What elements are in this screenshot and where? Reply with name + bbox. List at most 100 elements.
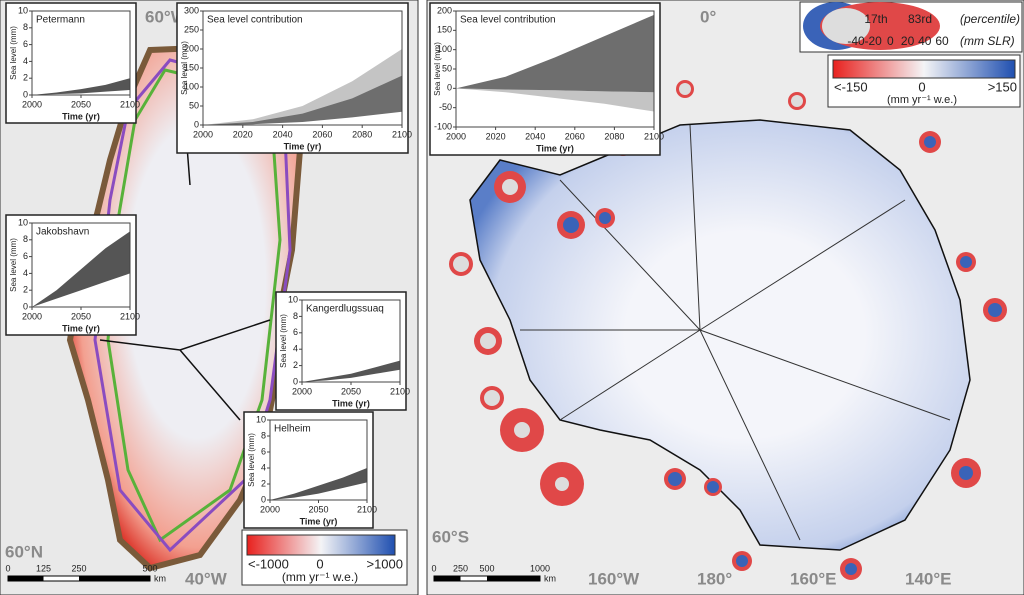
uncertainty-band (302, 360, 400, 382)
x-tick-label: 2000 (260, 504, 280, 514)
legend-units: (mm SLR) (960, 34, 1015, 48)
legend-tick: -40 (847, 34, 865, 48)
scale-unit: km (154, 573, 166, 583)
y-tick-label: 0 (293, 376, 298, 386)
y-axis-label: Sea level (mm) (433, 42, 442, 96)
colorbar (246, 534, 396, 556)
geo-label: 40°W (185, 569, 228, 588)
y-tick-label: 0 (23, 89, 28, 99)
y-tick-label: 2 (23, 285, 28, 295)
scale-segment (487, 576, 540, 581)
inset (5, 2, 137, 124)
antarctica (469, 119, 971, 551)
colorbar-label: 0 (316, 556, 323, 571)
x-axis-label: Time (yr) (536, 143, 574, 153)
y-axis-label: Sea level (mm) (9, 26, 18, 80)
y-tick-label: 200 (184, 43, 199, 53)
x-tick-label: 2000 (22, 99, 42, 109)
y-tick-label: 250 (184, 24, 199, 34)
legend-label: 83rd (908, 12, 932, 26)
x-tick-label: 2100 (357, 504, 377, 514)
scale-segment (8, 576, 44, 581)
y-tick-label: 300 (184, 5, 199, 15)
scale-label: 250 (453, 563, 468, 573)
y-tick-label: 8 (23, 22, 28, 32)
x-tick-label: 2050 (308, 504, 328, 514)
y-tick-label: 100 (437, 44, 452, 54)
inset-title: Sea level contribution (207, 15, 303, 26)
legend-tick: 60 (935, 34, 949, 48)
legend-swatch (822, 8, 870, 44)
y-tick-label: 6 (261, 446, 266, 456)
x-tick-label: 2100 (392, 129, 412, 139)
y-axis-label: Sea level (mm) (180, 41, 189, 95)
x-axis-label: Time (yr) (284, 141, 322, 151)
x-axis-label: Time (yr) (300, 516, 338, 526)
x-tick-label: 2000 (292, 386, 312, 396)
y-tick-label: 2 (293, 360, 298, 370)
y-tick-label: 2 (23, 73, 28, 83)
inset-title: Petermann (36, 15, 85, 26)
x-tick-label: 2000 (193, 129, 213, 139)
y-tick-label: 8 (261, 430, 266, 440)
y-tick-label: 10 (18, 217, 28, 227)
y-tick-label: 4 (293, 344, 298, 354)
colorbar-label: 0 (918, 79, 925, 94)
y-tick-label: 0 (447, 83, 452, 93)
x-tick-label: 2100 (120, 311, 140, 321)
geo-label: 60°N (5, 542, 43, 561)
y-tick-label: 10 (256, 414, 266, 424)
x-tick-label: 2020 (486, 131, 506, 141)
colorbar-label: >150 (988, 79, 1017, 94)
geo-label: 180° (697, 569, 732, 588)
legend-tick: -20 (865, 34, 883, 48)
geo-label: 160°W (588, 569, 640, 588)
scale-unit: km (544, 573, 556, 583)
y-tick-label: 2 (261, 478, 266, 488)
y-tick-label: 4 (261, 462, 266, 472)
inset-title: Jakobshavn (36, 227, 89, 238)
scale-label: 0 (5, 563, 10, 573)
y-tick-label: 8 (23, 234, 28, 244)
y-tick-label: 50 (189, 100, 199, 110)
y-tick-label: 150 (437, 25, 452, 35)
colorbar-label: <-150 (834, 79, 868, 94)
basin-lines (520, 124, 951, 541)
scale-segment (434, 576, 461, 581)
colorbar (832, 59, 1016, 79)
colorbar-label: >1000 (366, 556, 403, 571)
y-axis-label: Sea level (mm) (247, 433, 256, 487)
uncertainty-band (456, 88, 654, 112)
y-tick-label: 6 (23, 39, 28, 49)
y-tick-label: 10 (288, 294, 298, 304)
inset (243, 411, 374, 529)
y-tick-label: 150 (184, 62, 199, 72)
legend-tick: 0 (887, 34, 894, 48)
y-tick-label: 8 (293, 311, 298, 321)
legend-caption: (percentile) (960, 12, 1020, 26)
margin-line (93, 58, 292, 553)
x-tick-label: 2060 (312, 129, 332, 139)
y-tick-label: 4 (23, 268, 28, 278)
x-tick-label: 2100 (120, 99, 140, 109)
inset-title: Helheim (274, 424, 311, 435)
x-tick-label: 2080 (352, 129, 372, 139)
legend-tick: 40 (918, 34, 932, 48)
x-tick-label: 2040 (525, 131, 545, 141)
scale-label: 0 (431, 563, 436, 573)
x-tick-label: 2000 (22, 311, 42, 321)
inset (275, 291, 407, 411)
x-axis-label: Time (yr) (332, 398, 370, 408)
x-axis-label: Time (yr) (62, 111, 100, 121)
y-tick-label: 50 (442, 63, 452, 73)
x-tick-label: 2040 (273, 129, 293, 139)
y-tick-label: 200 (437, 5, 452, 15)
geo-label: 160°E (790, 569, 837, 588)
y-tick-label: 6 (23, 251, 28, 261)
y-tick-label: 6 (293, 327, 298, 337)
y-tick-label: 0 (23, 301, 28, 311)
colorbar-label: <-1000 (248, 556, 289, 571)
y-tick-label: 4 (23, 56, 28, 66)
scale-label: 500 (479, 563, 494, 573)
